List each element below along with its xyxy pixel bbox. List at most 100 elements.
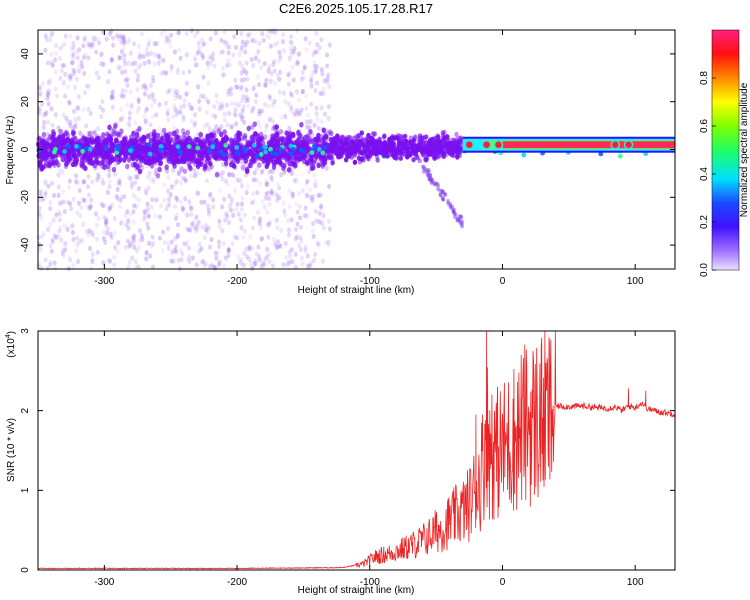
spectrogram-point — [285, 142, 290, 148]
spectrogram-point — [308, 77, 313, 83]
spectrogram-point — [76, 63, 81, 69]
spectrogram-point — [56, 172, 61, 178]
spectrogram-point — [137, 54, 142, 60]
spectrogram-point — [204, 138, 209, 144]
spectrogram-hotspot — [288, 151, 294, 157]
spectrogram-point — [43, 191, 48, 198]
spectrogram-point — [130, 181, 135, 187]
spectrogram-point — [197, 248, 202, 255]
spectrogram-point — [286, 167, 292, 173]
spectrogram-point — [51, 217, 56, 223]
spectrogram-point — [257, 220, 262, 226]
spectrogram-point — [65, 118, 70, 125]
spectrogram-point — [128, 211, 133, 218]
spectrogram-point — [268, 43, 273, 49]
spectrogram-point — [182, 103, 187, 109]
spectrogram-point — [238, 259, 243, 265]
spectrogram-point — [193, 120, 198, 126]
spectrogram-point — [110, 104, 115, 110]
spectrogram-point — [150, 91, 155, 98]
spectrogram-point — [183, 138, 188, 145]
spectrogram-point — [317, 126, 322, 132]
spectrogram-point — [135, 109, 140, 115]
spectrogram-point — [226, 171, 231, 178]
spectrogram-point — [107, 69, 112, 75]
spectrogram-point — [194, 61, 199, 68]
spectrogram-point — [240, 114, 245, 120]
spectrogram-point — [224, 102, 229, 108]
spectrogram-point — [91, 35, 96, 41]
x-tick-label: -300 — [94, 577, 114, 588]
spectrogram-point — [135, 174, 140, 180]
spectrogram-point — [178, 94, 183, 101]
spectrogram-point — [118, 181, 123, 187]
spectrogram-point — [274, 217, 279, 223]
spectrogram-point — [173, 91, 178, 97]
band-hotspot — [481, 139, 492, 150]
spectrogram-point — [194, 190, 199, 196]
spectrogram-point — [167, 201, 172, 208]
spectrogram-point — [254, 92, 259, 98]
spectrogram-point — [241, 234, 246, 240]
spectrogram-point — [206, 211, 211, 217]
spectrogram-point — [116, 65, 121, 72]
spectrogram-point — [167, 88, 172, 94]
spectrogram-point — [125, 102, 130, 108]
spectrogram-point — [208, 167, 213, 173]
spectrogram-point — [300, 69, 305, 75]
spectrogram-point — [145, 220, 150, 227]
spectrogram-point — [217, 259, 222, 265]
spectrogram-point — [218, 127, 223, 133]
spectrogram-point — [181, 117, 186, 123]
spectrogram-hotspot — [210, 144, 216, 150]
spectrogram-point — [224, 211, 229, 217]
spectrogram-point — [144, 250, 149, 256]
spectrogram-point — [297, 203, 302, 210]
spectrogram-point — [258, 180, 263, 186]
spectrogram-hotspot — [195, 145, 201, 151]
spectrogram-point — [72, 108, 77, 114]
spectrogram-point — [301, 75, 306, 81]
spectrogram-point — [193, 32, 198, 39]
spectrogram-point — [86, 41, 91, 48]
spectrogram-point — [232, 164, 238, 170]
spectrogram-point — [89, 135, 95, 141]
spectrogram-point — [277, 49, 282, 56]
spectrogram-hotspot — [158, 147, 164, 153]
spectrogram-point — [286, 227, 291, 233]
spectrogram-point — [75, 179, 80, 185]
spectrogram-point — [110, 147, 116, 154]
spectrogram-point — [195, 29, 200, 35]
spectrogram-point — [129, 102, 134, 108]
spectrogram-point — [203, 227, 208, 233]
spectrogram-point — [319, 37, 324, 43]
spectrogram-point — [227, 44, 232, 50]
spectrogram-point — [259, 135, 265, 142]
spectrogram-point — [226, 247, 231, 254]
spectrogram-point — [275, 192, 280, 199]
spectrogram-point — [269, 189, 274, 196]
spectrogram-point — [269, 175, 274, 181]
spectrogram-point — [190, 105, 195, 111]
spectrogram-point — [113, 130, 119, 136]
spectrogram-point — [302, 213, 307, 219]
spectrogram-point — [235, 84, 240, 90]
spectrogram-point — [266, 234, 271, 240]
spectrogram-point — [315, 49, 320, 55]
spectrogram-point — [250, 108, 255, 114]
spectrogram-point — [220, 169, 225, 176]
spectrogram-point — [135, 128, 140, 135]
spectrogram-point — [120, 69, 125, 76]
spectrogram-point — [294, 201, 299, 208]
spectrogram-point — [143, 108, 148, 114]
spectrogram-point — [322, 78, 327, 84]
spectrogram-point — [86, 55, 91, 61]
spectrogram-point — [307, 119, 312, 125]
spectrogram-point — [273, 80, 278, 86]
spectrogram-hotspot — [206, 148, 212, 154]
spectrogram-point — [457, 147, 463, 153]
spectrogram-point — [285, 131, 291, 138]
spectrogram-point — [239, 206, 244, 212]
spectrogram-point — [145, 205, 150, 211]
spectrogram-point — [277, 185, 282, 191]
